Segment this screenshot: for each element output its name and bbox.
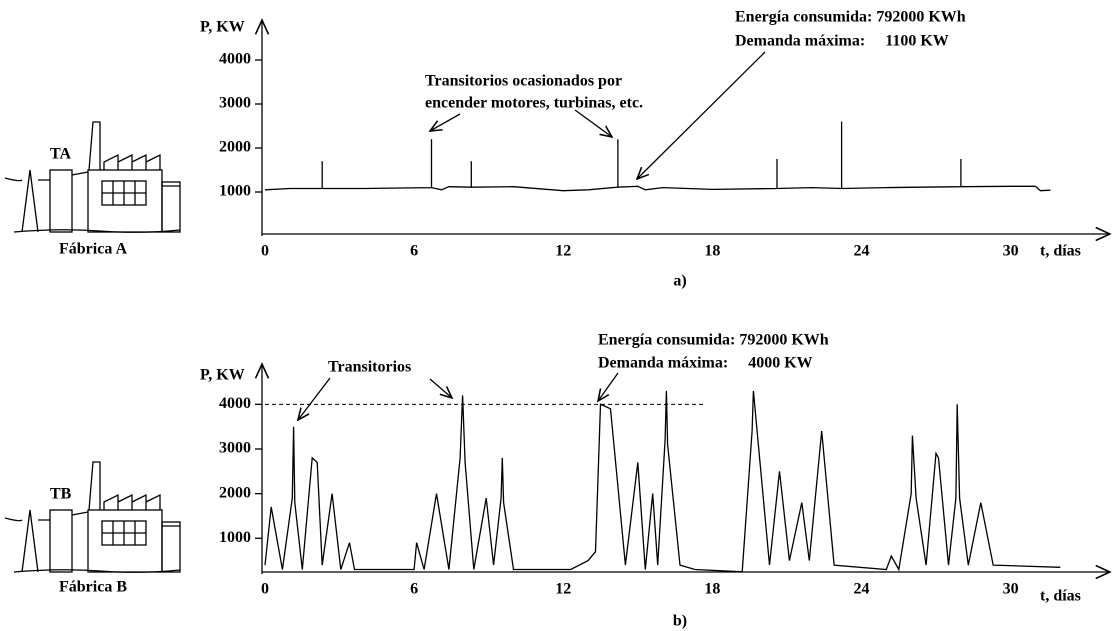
x-tick-label: 0 bbox=[261, 243, 269, 260]
x-tick-label: 6 bbox=[410, 581, 418, 598]
y-tick-label: 2000 bbox=[219, 484, 251, 501]
y-tick-label: 4000 bbox=[219, 395, 251, 412]
arrow bbox=[298, 377, 331, 420]
caption: b) bbox=[673, 613, 687, 630]
factory-tag: TB bbox=[50, 486, 72, 503]
x-axis-label: t, días bbox=[1040, 243, 1081, 260]
y-tick-label: 3000 bbox=[219, 440, 251, 457]
y-tick-label: 1000 bbox=[219, 529, 251, 546]
y-tick-label: 3000 bbox=[219, 95, 251, 112]
x-tick-label: 6 bbox=[410, 243, 418, 260]
data-line bbox=[264, 390, 1061, 573]
x-tick-label: 18 bbox=[704, 243, 720, 260]
arrow bbox=[429, 378, 452, 398]
x-axis-label: t, días bbox=[1040, 588, 1081, 605]
x-tick-label: 18 bbox=[704, 581, 720, 598]
annotation: encender motores, turbinas, etc. bbox=[425, 95, 643, 112]
annotation: Transitorios ocasionados por bbox=[425, 73, 622, 90]
factory-b-drawing bbox=[4, 461, 181, 573]
y-axis-label: P, KW bbox=[200, 19, 245, 36]
factory-a-drawing bbox=[4, 121, 181, 233]
annotation: Energía consumida: 792000 KWh bbox=[735, 9, 966, 26]
caption: a) bbox=[673, 273, 686, 290]
x-tick-label: 24 bbox=[853, 243, 869, 260]
x-tick-label: 30 bbox=[1003, 581, 1019, 598]
factory-tag: TA bbox=[50, 146, 71, 163]
arrow bbox=[598, 372, 619, 401]
arrow bbox=[574, 109, 612, 137]
x-tick-label: 0 bbox=[261, 581, 269, 598]
y-tick-label: 1000 bbox=[219, 183, 251, 200]
x-tick-label: 24 bbox=[853, 581, 869, 598]
y-tick-label: 4000 bbox=[219, 51, 251, 68]
x-tick-label: 30 bbox=[1003, 243, 1019, 260]
factory-name: Fábrica A bbox=[59, 241, 127, 258]
annotation: Energía consumida: 792000 KWh bbox=[598, 332, 829, 349]
annotation: Demanda máxima: 4000 KW bbox=[598, 355, 813, 372]
factory-name: Fábrica B bbox=[59, 579, 127, 596]
annotation: Demanda máxima: 1100 KW bbox=[735, 33, 949, 50]
arrow bbox=[430, 113, 461, 131]
y-tick-label: 2000 bbox=[219, 139, 251, 156]
arrow bbox=[637, 51, 766, 179]
y-axis-label: P, KW bbox=[200, 367, 245, 384]
annotation: Transitorios bbox=[328, 359, 411, 376]
x-tick-label: 12 bbox=[555, 581, 571, 598]
x-tick-label: 12 bbox=[555, 243, 571, 260]
data-line bbox=[264, 121, 1051, 192]
